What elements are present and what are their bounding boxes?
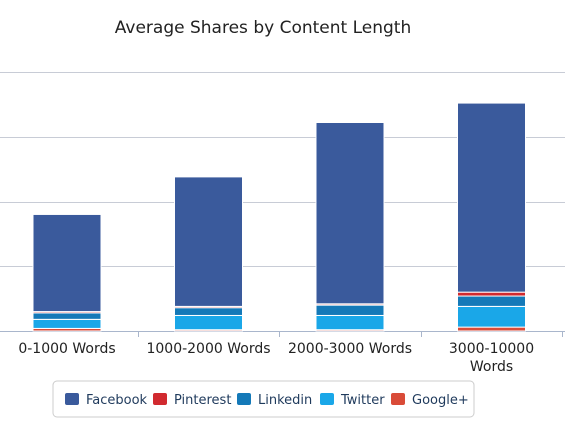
legend-box xyxy=(52,380,475,418)
x-tick-label: 3000-10000 Words xyxy=(449,341,534,375)
bar-segment-linkedin[interactable] xyxy=(315,304,385,316)
bar-segment-linkedin[interactable] xyxy=(457,295,526,307)
bar-segment-facebook[interactable] xyxy=(315,122,385,305)
bar-segment-facebook[interactable] xyxy=(32,213,102,313)
x-tick-label: 2000-3000 Words xyxy=(288,341,412,357)
chart-title: Average Shares by Content Length xyxy=(115,18,411,38)
bar-segment-twitter[interactable] xyxy=(457,305,526,328)
legend-swatch-twitter xyxy=(320,393,334,405)
legend-label-facebook[interactable]: Facebook xyxy=(86,393,148,408)
bar-segment-twitter[interactable] xyxy=(174,314,243,331)
bar-segment-pinterest[interactable] xyxy=(457,291,526,297)
legend-label-pinterest[interactable]: Pinterest xyxy=(174,393,231,408)
legend: Facebook Pinterest Linkedin Twitter Google+ xyxy=(52,380,475,418)
bar-segment-facebook[interactable] xyxy=(174,176,243,307)
bar-segment-twitter[interactable] xyxy=(315,314,385,331)
bar-segment-google-[interactable] xyxy=(457,326,526,332)
legend-swatch-facebook xyxy=(65,393,79,405)
legend-label-google-[interactable]: Google+ xyxy=(412,393,469,408)
x-tick-label: 0-1000 Words xyxy=(18,341,115,357)
legend-label-linkedin[interactable]: Linkedin xyxy=(258,393,312,408)
bar-segment-twitter[interactable] xyxy=(32,318,102,329)
legend-swatch-google- xyxy=(391,393,405,405)
bar-segment-linkedin[interactable] xyxy=(174,307,243,316)
x-tick-label: 1000-2000 Words xyxy=(146,341,270,357)
legend-label-twitter[interactable]: Twitter xyxy=(340,393,385,408)
bars xyxy=(32,102,526,332)
legend-swatch-linkedin xyxy=(237,393,251,405)
x-axis-tick-labels: 0-1000 Words 1000-2000 Words 2000-3000 Wor… xyxy=(18,341,534,375)
legend-swatch-pinterest xyxy=(153,393,167,405)
bar-segment-facebook[interactable] xyxy=(457,102,526,293)
bar-segment-linkedin[interactable] xyxy=(32,312,102,320)
